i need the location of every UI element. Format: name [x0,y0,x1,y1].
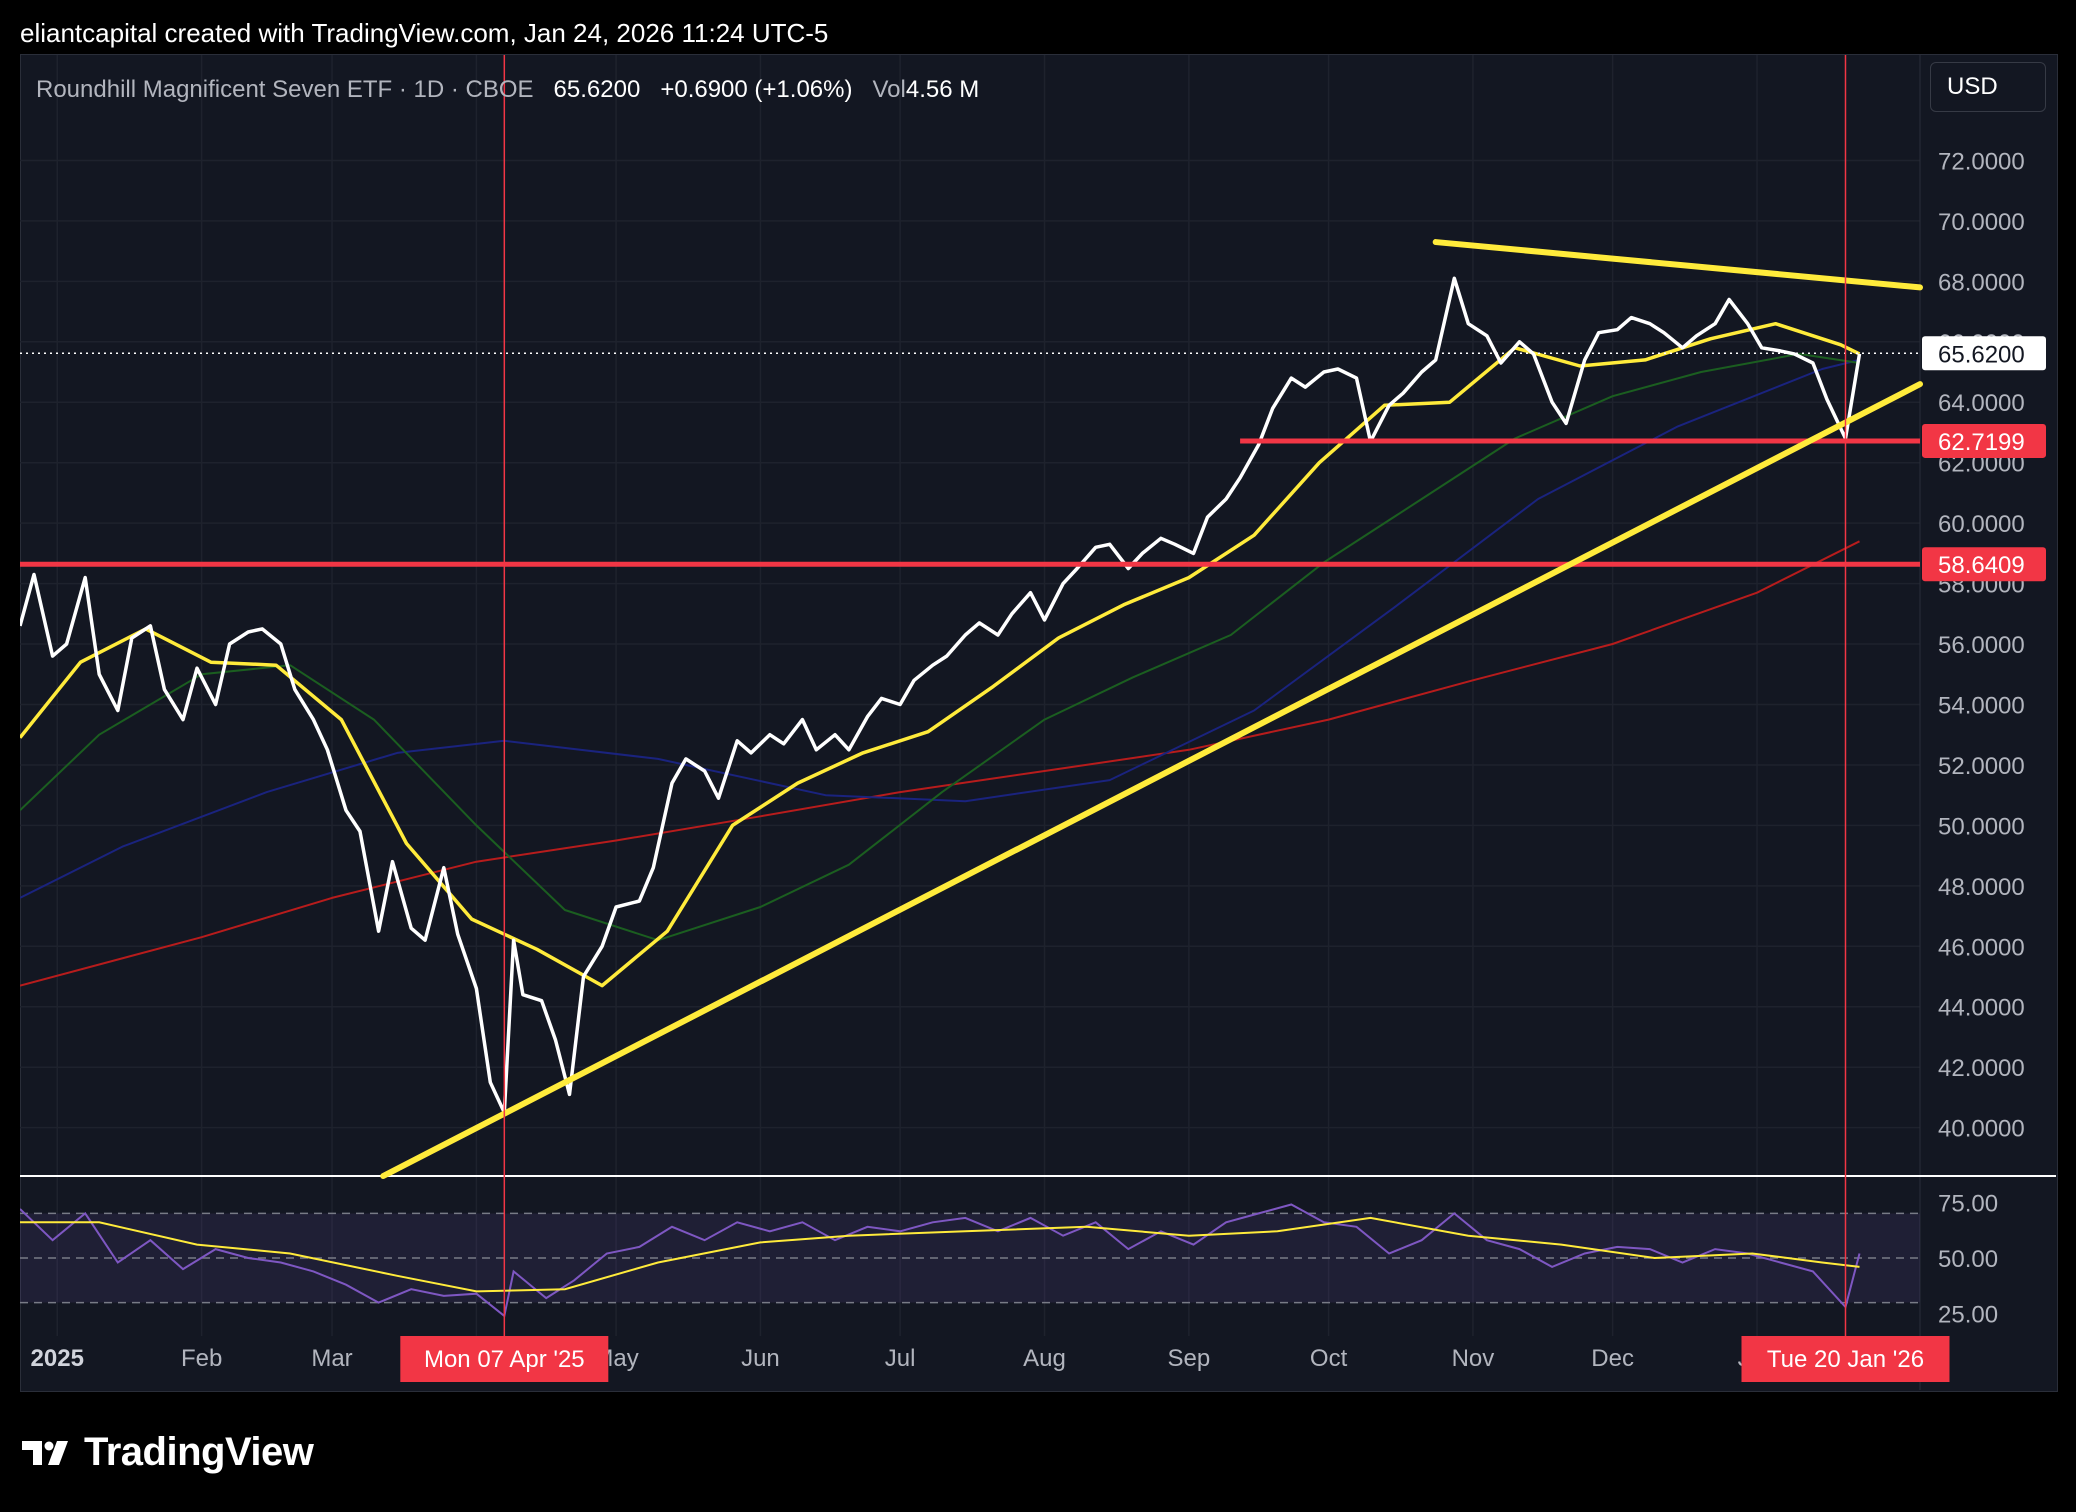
rsi-ma-line [20,1216,1860,1293]
price-badge [1922,336,2046,371]
price-change: +0.6900 (+1.06%) [660,76,853,103]
x-tick-label: Jun [741,1345,780,1372]
y-tick-label: 46.0000 [1938,934,2025,961]
y-tick-label: 50.0000 [1938,813,2025,840]
crosshair-date-badge [1741,1336,1950,1382]
y-tick-label: 60.0000 [1938,511,2025,538]
y-tick-label: 54.0000 [1938,692,2025,719]
symbol-legend: Roundhill Magnificent Seven ETF · 1D · C… [36,76,979,104]
y-tick-label: 42.0000 [1938,1055,2025,1082]
rsi-tick-label: 25.00 [1938,1302,1998,1329]
series-ma-long [20,540,1860,987]
volume-value: 4.56 M [905,76,980,103]
price-badge [1922,423,2046,458]
crosshair-date-label: Tue 20 Jan '26 [1767,1346,1924,1373]
y-tick-label: 56.0000 [1938,632,2025,659]
y-tick-label: 70.0000 [1938,209,2025,236]
x-tick-label: Jul [885,1345,916,1372]
trendline[interactable] [380,381,1923,1179]
currency-button[interactable]: USD [1930,62,2046,112]
chart-caption: eliantcapital created with TradingView.c… [20,18,829,48]
last-price: 65.6200 [553,76,641,103]
y-tick-label: 48.0000 [1938,874,2025,901]
series-ma-slow [20,358,1860,899]
currency-label: USD [1947,73,1998,100]
crosshair-date-label: Mon 07 Apr '25 [424,1346,585,1373]
rsi-line [20,1203,1861,1318]
y-tick-label: 68.0000 [1938,269,2025,296]
y-tick-label: 44.0000 [1938,995,2025,1022]
price-badge [1922,547,2046,582]
volume-label: Vol [872,76,906,103]
y-tick-label: 52.0000 [1938,753,2025,780]
x-tick-label: Dec [1591,1345,1634,1372]
series-price [20,276,1862,1115]
y-tick-label: 40.0000 [1938,1116,2025,1143]
series-ma-fast [20,321,1861,988]
price-badge-label: 58.6409 [1938,552,2025,579]
rsi-tick-label: 75.00 [1938,1190,1998,1217]
x-tick-label: Oct [1310,1345,1348,1372]
x-tick-label: Sep [1168,1345,1211,1372]
symbol-description: Roundhill Magnificent Seven ETF · 1D · C… [36,76,534,103]
price-badge-label: 65.6200 [1938,341,2025,368]
x-tick-label: Feb [181,1345,222,1372]
y-tick-label: 64.0000 [1938,390,2025,417]
x-tick-label: Aug [1023,1345,1066,1372]
tradingview-wordmark: TradingView [84,1430,314,1474]
trendline[interactable] [1432,239,1923,291]
series-ma-mid [20,352,1860,942]
tradingview-mark-icon [22,1440,68,1465]
rsi-tick-label: 50.00 [1938,1246,1998,1273]
x-tick-label: Mar [311,1345,352,1372]
x-tick-label: Nov [1452,1345,1495,1372]
tradingview-logo: TradingView [22,1430,314,1475]
crosshair-date-badge [400,1336,609,1382]
y-tick-label: 72.0000 [1938,148,2025,175]
x-tick-label: 2025 [31,1345,84,1372]
price-badge-label: 62.7199 [1938,429,2025,456]
